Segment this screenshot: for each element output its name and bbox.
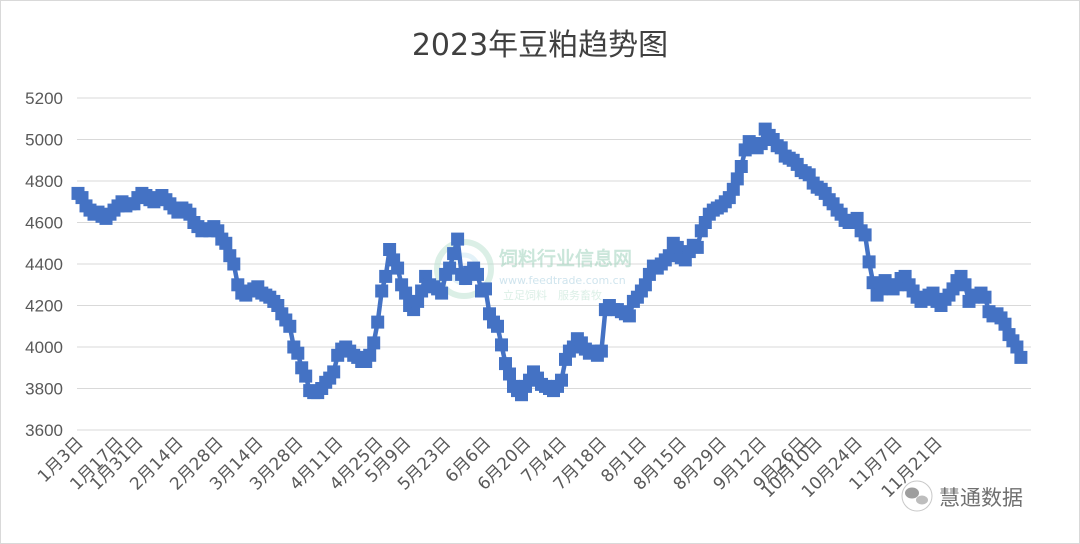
data-point-marker bbox=[850, 211, 864, 225]
y-tick-label: 4800 bbox=[25, 172, 63, 191]
wechat-bubble-small-icon bbox=[916, 495, 928, 505]
data-point-marker bbox=[495, 338, 508, 352]
data-point-marker bbox=[594, 344, 608, 358]
data-point-marker bbox=[690, 240, 704, 254]
data-point-marker bbox=[375, 284, 389, 298]
data-point-marker bbox=[479, 282, 492, 296]
data-point-marker bbox=[291, 346, 305, 360]
data-point-marker bbox=[411, 294, 425, 308]
y-tick-label: 4000 bbox=[25, 338, 63, 357]
data-point-marker bbox=[622, 309, 636, 323]
data-point-marker bbox=[499, 357, 512, 371]
wechat-bubble-large-icon bbox=[905, 487, 919, 499]
y-tick-label: 4200 bbox=[25, 297, 63, 316]
data-point-marker bbox=[379, 269, 393, 283]
watermark-site-name: 饲料行业信息网 bbox=[498, 247, 632, 270]
data-point-marker bbox=[734, 160, 748, 173]
y-tick-label: 3800 bbox=[25, 380, 63, 399]
data-point-marker bbox=[363, 348, 377, 362]
account-name: 慧通数据 bbox=[939, 486, 1023, 510]
data-point-marker bbox=[383, 243, 397, 256]
data-point-marker bbox=[638, 278, 652, 292]
data-point-marker bbox=[399, 286, 413, 300]
data-point-marker bbox=[219, 236, 233, 250]
account-watermark: 慧通数据 慧通数据 bbox=[901, 480, 1026, 513]
watermark-site-url: www.feedtrade.com.cn bbox=[499, 274, 626, 287]
data-point-marker bbox=[447, 247, 461, 261]
data-point-marker bbox=[283, 319, 297, 333]
data-point-marker bbox=[367, 336, 381, 350]
y-tick-label: 3600 bbox=[25, 421, 63, 440]
data-point-marker bbox=[555, 373, 568, 387]
data-point-marker bbox=[443, 261, 457, 275]
data-point-marker bbox=[978, 290, 992, 304]
data-point-marker bbox=[858, 228, 872, 242]
data-point-marker bbox=[471, 267, 484, 281]
y-tick-label: 5200 bbox=[25, 89, 63, 108]
data-point-marker bbox=[391, 261, 405, 275]
data-point-marker bbox=[730, 172, 744, 186]
data-point-marker bbox=[491, 319, 504, 333]
data-point-marker bbox=[371, 315, 385, 329]
data-point-marker bbox=[670, 240, 684, 254]
data-point-marker bbox=[327, 365, 341, 379]
watermark-slogan: 立足饲料 服务畜牧 bbox=[503, 288, 602, 302]
data-point-marker bbox=[1010, 340, 1024, 354]
series-markers bbox=[71, 122, 1028, 402]
data-point-marker bbox=[862, 255, 876, 269]
data-point-marker bbox=[958, 278, 972, 292]
data-point-marker bbox=[998, 317, 1012, 331]
data-point-marker bbox=[299, 369, 313, 383]
data-point-marker bbox=[227, 257, 241, 271]
y-tick-label: 4600 bbox=[25, 214, 63, 233]
y-axis-tick-labels: 3600 3800 4000 4200 4400 4600 4800 5000 5200 bbox=[25, 89, 63, 440]
data-point-marker bbox=[451, 232, 465, 246]
data-point-marker bbox=[726, 182, 740, 196]
account-name-halo: 慧通数据 bbox=[939, 486, 1023, 510]
data-point-marker bbox=[435, 286, 449, 300]
data-point-marker bbox=[503, 367, 516, 381]
y-tick-label: 4400 bbox=[25, 255, 63, 274]
y-tick-label: 5000 bbox=[25, 131, 63, 150]
chart-title: 2023年豆粕趋势图 bbox=[412, 28, 668, 63]
x-axis-tick-labels: 1月3日1月17日1月31日2月14日2月28日3月14日3月28日4月11日4… bbox=[34, 433, 947, 502]
data-point-marker bbox=[1014, 350, 1028, 364]
